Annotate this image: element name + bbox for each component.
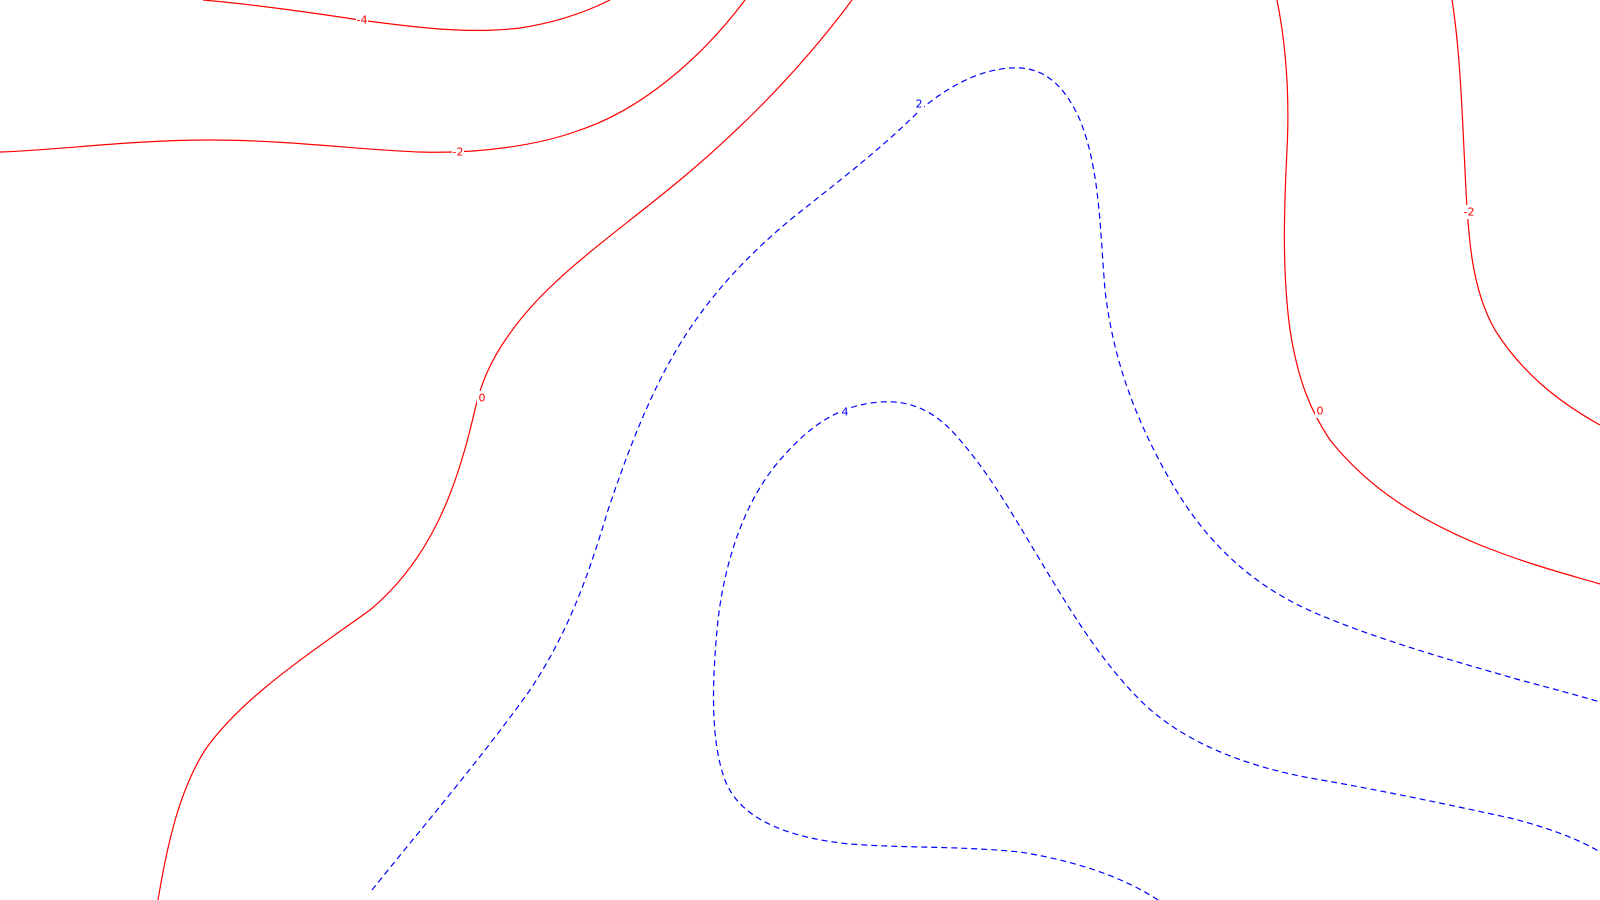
label-bg (840, 405, 850, 419)
contour-label-zero-left: 0 (479, 392, 486, 405)
contour-line-neg2-right (1451, 0, 1600, 426)
contour-label-neg2-top: -2 (453, 146, 464, 159)
contour-neg4-top: -4 (202, 0, 611, 32)
contour-line-neg4-top (202, 0, 611, 32)
contour-line-pos2 (371, 67, 1600, 891)
contour-label-pos4: 4 (842, 406, 849, 419)
contour-zero-left: 0 (157, 0, 853, 900)
contour-line-zero-left (157, 0, 853, 900)
contour-label-zero-right: 0 (1317, 405, 1324, 418)
contour-label-neg4-top: -4 (357, 14, 368, 27)
label-bg (477, 391, 487, 405)
label-bg (452, 145, 464, 159)
contour-line-neg2-top (0, 0, 746, 153)
label-bg (356, 13, 368, 27)
contour-label-neg2-right: -2 (1464, 206, 1475, 219)
label-bg (914, 97, 924, 111)
contour-pos4: 4 (712, 401, 1600, 900)
contour-pos2: 2 (371, 67, 1600, 891)
label-bg (1462, 205, 1476, 219)
contour-neg2-right: -2 (1451, 0, 1600, 426)
contour-line-zero-right (1276, 0, 1600, 585)
contour-neg2-top: -2 (0, 0, 746, 159)
contour-line-pos4 (712, 401, 1600, 900)
contour-label-pos2: 2 (916, 98, 923, 111)
contour-zero-right: 0 (1276, 0, 1600, 585)
label-bg (1315, 404, 1325, 418)
